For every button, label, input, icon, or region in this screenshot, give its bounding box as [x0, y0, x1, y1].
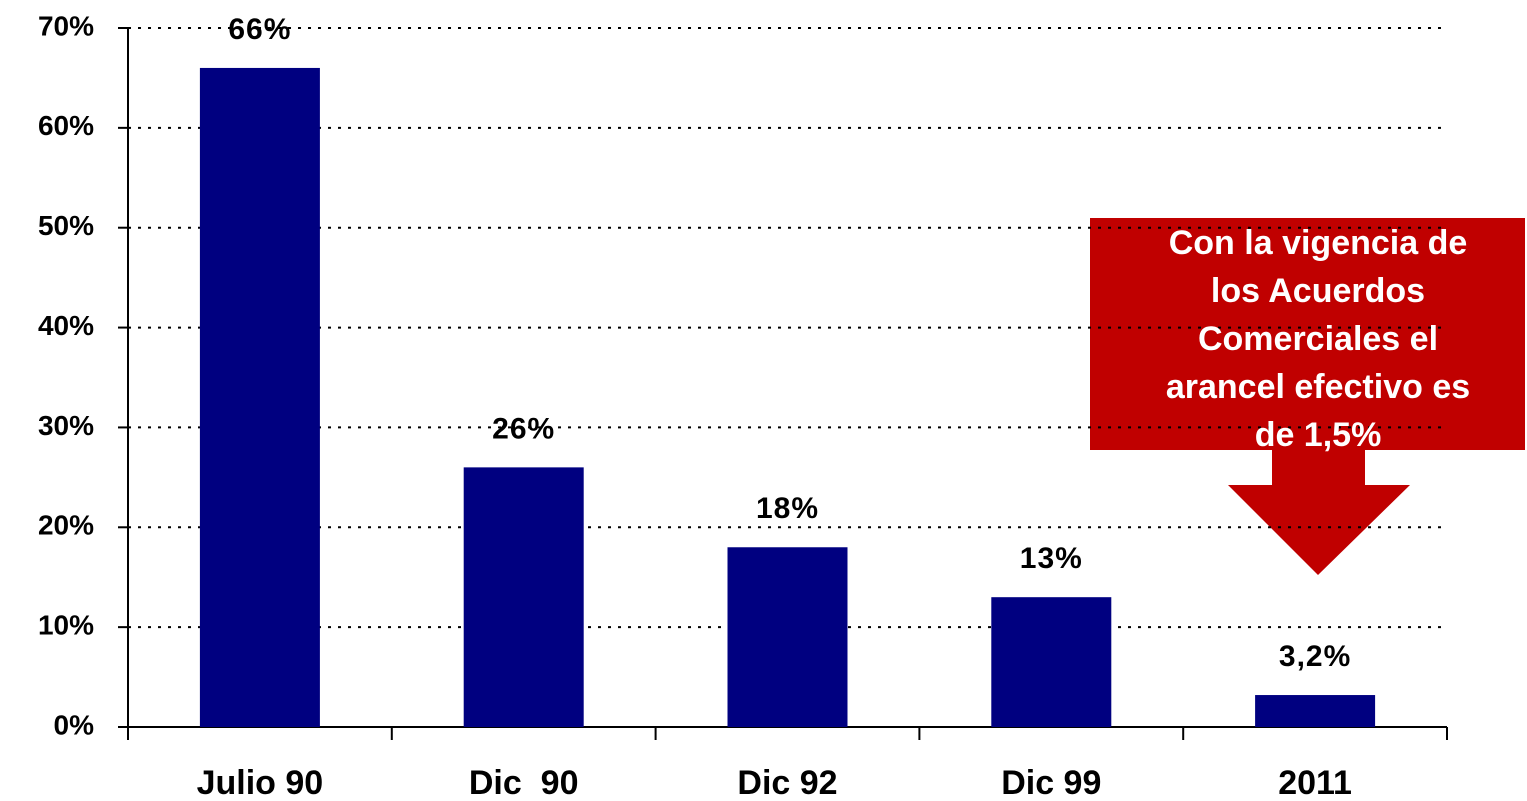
y-tick-label: 40%: [38, 310, 94, 341]
value-label: 66%: [228, 13, 291, 46]
x-tick-label: Dic 99: [1001, 764, 1101, 801]
x-tick-label: 2011: [1278, 764, 1352, 801]
bar: [199, 67, 320, 727]
annotation: Con la vigencia de: [1169, 224, 1468, 262]
annotation: los Acuerdos: [1211, 272, 1425, 310]
value-label: 13%: [1020, 542, 1083, 575]
value-label: 3,2%: [1279, 640, 1351, 673]
x-tick-label: Dic 90: [469, 764, 579, 801]
y-tick-label: 0%: [54, 709, 95, 740]
bar: [727, 547, 848, 727]
value-label: 26%: [492, 412, 555, 445]
annotation: arancel efectivo es: [1166, 368, 1470, 406]
y-tick-label: 30%: [38, 410, 94, 441]
y-tick-label: 10%: [38, 610, 94, 641]
y-tick-label: 70%: [38, 10, 94, 41]
value-label: 18%: [756, 492, 819, 525]
bar: [1255, 695, 1376, 727]
annotation: Comerciales el: [1198, 320, 1438, 358]
bar: [463, 467, 584, 727]
callout: [1090, 218, 1525, 575]
y-tick-label: 50%: [38, 210, 94, 241]
x-tick-label: Dic 92: [737, 764, 837, 801]
y-tick-label: 60%: [38, 110, 94, 141]
y-tick-label: 20%: [38, 510, 94, 541]
bar: [991, 597, 1112, 727]
x-tick-label: Julio 90: [197, 764, 324, 801]
annotation: de 1,5%: [1255, 416, 1382, 454]
